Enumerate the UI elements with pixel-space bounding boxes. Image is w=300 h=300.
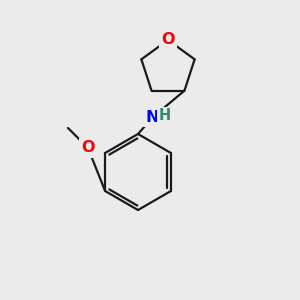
Text: O: O <box>81 140 95 155</box>
Text: O: O <box>161 32 175 47</box>
Text: N: N <box>145 110 159 124</box>
Text: H: H <box>159 109 171 124</box>
